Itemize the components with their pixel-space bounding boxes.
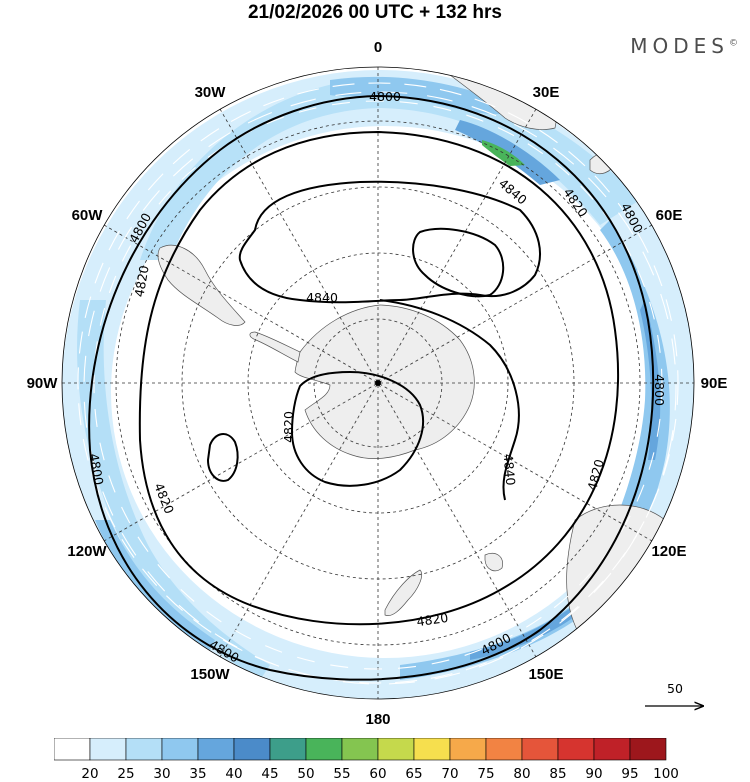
australia (566, 504, 694, 691)
longitude-label: 30E (533, 84, 560, 101)
brand-logo: MODES© (630, 34, 738, 58)
map-title: 21/02/2026 00 UTC + 132 hrs (247, 2, 503, 23)
map-disc (62, 67, 694, 699)
colorbar-swatch (521, 738, 559, 761)
contour-4820-small (206, 433, 239, 482)
contour-label: 4820 (416, 610, 450, 629)
colorbar-label: 90 (585, 766, 602, 782)
contour-4820 (138, 130, 619, 626)
longitude-label: 150E (528, 666, 563, 683)
polar-map: 4800 4800 4800 4800 4800 4800 4800 4820 … (27, 39, 728, 728)
contour-label: 4840 (501, 453, 519, 486)
colorbar-swatch (377, 738, 415, 761)
longitude-label: 90W (27, 375, 59, 392)
tasmania (484, 552, 503, 572)
colorbar-swatch (449, 738, 487, 761)
map-border (61, 66, 695, 700)
contour-label: 4840 (306, 290, 338, 305)
reference-vector: 50 (645, 681, 703, 706)
graticule (62, 67, 694, 699)
longitude-label: 120E (651, 543, 686, 560)
colorbar-swatch (413, 738, 451, 761)
colorbar-label: 60 (369, 766, 386, 782)
colorbar-swatch (89, 738, 127, 761)
colorbar-swatch (593, 738, 631, 761)
colorbar-swatch (197, 738, 235, 761)
contour-4820-polar (290, 370, 425, 487)
geopotential-contours (88, 94, 655, 681)
contour-label: 4820 (131, 264, 151, 298)
colorbar-label: 45 (261, 766, 278, 782)
colorbar-label: 65 (405, 766, 422, 782)
longitude-label: 180 (365, 711, 390, 728)
contour-label: 4800 (369, 89, 401, 104)
longitude-label: 120W (67, 543, 107, 560)
colorbar-label: 30 (153, 766, 170, 782)
longitude-label: 60E (656, 207, 683, 224)
colorbar-swatch (125, 738, 163, 761)
antarctic-peninsula (249, 331, 301, 363)
colorbar-label: 100 (653, 766, 679, 782)
colorbar-swatch (54, 738, 91, 761)
colorbar-label: 85 (549, 766, 566, 782)
longitude-label: 0 (374, 39, 382, 56)
contour-label: 4820 (281, 411, 296, 443)
colorbar-label: 95 (621, 766, 638, 782)
colorbar-label: 80 (513, 766, 530, 782)
colorbar-label: 70 (441, 766, 458, 782)
antarctica (294, 304, 475, 459)
colorbar-label: 55 (333, 766, 350, 782)
colorbar-label: 75 (477, 766, 494, 782)
contour-4840-inner-ne (412, 227, 505, 298)
south-america (157, 244, 246, 326)
colorbar-swatch (485, 738, 523, 761)
reference-vector-label: 50 (667, 681, 683, 696)
longitude-label: 30W (195, 84, 227, 101)
south-pole-marker (375, 380, 381, 386)
longitude-label: 150W (190, 666, 230, 683)
colorbar-swatch (629, 738, 667, 761)
new-zealand (384, 569, 422, 616)
colorbar-swatch (557, 738, 595, 761)
colorbar-swatch (269, 738, 307, 761)
contour-4840-east (379, 299, 520, 501)
contour-label: 4800 (86, 452, 106, 486)
contour-4800 (88, 94, 655, 681)
colorbar-swatch (233, 738, 271, 761)
colorbar-swatch (305, 738, 343, 761)
longitude-label: 90E (701, 375, 728, 392)
colorbar-label: 40 (225, 766, 242, 782)
colorbar-label: 25 (117, 766, 134, 782)
brand-mark: © (729, 38, 738, 49)
colorbar-swatch (161, 738, 199, 761)
brand-name: MODES (630, 34, 729, 58)
colorbar: 20 25 30 35 40 45 50 55 60 65 70 75 80 85 90 95 100 (54, 738, 679, 782)
colorbar-swatch (341, 738, 379, 761)
contour-label: 4800 (652, 374, 667, 406)
colorbar-label: 50 (297, 766, 314, 782)
colorbar-label: 20 (81, 766, 98, 782)
longitude-labels: 0 30E 60E 90E 120E 150E 180 150W 120W 90W 60W 30W (27, 39, 728, 728)
longitude-label: 60W (72, 207, 104, 224)
colorbar-label: 35 (189, 766, 206, 782)
